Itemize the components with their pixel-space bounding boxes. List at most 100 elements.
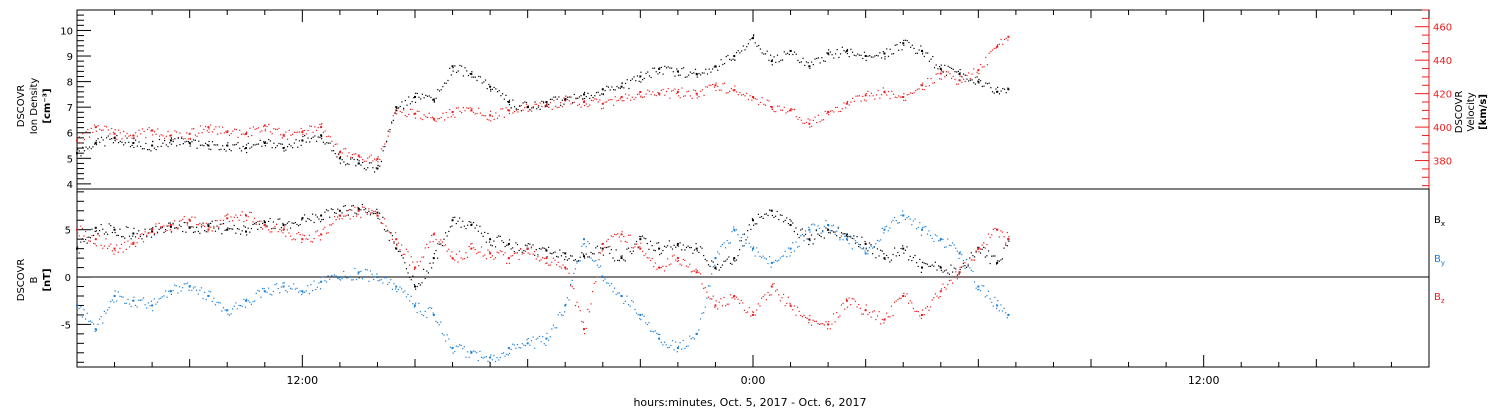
- by-trace: [289, 287, 292, 289]
- bz-trace: [191, 216, 193, 218]
- by-trace: [771, 262, 773, 264]
- bz-trace: [925, 307, 927, 309]
- velocity-trace: [838, 110, 840, 113]
- velocity-trace: [764, 104, 767, 106]
- bx-trace: [243, 225, 245, 227]
- bz-trace: [911, 302, 913, 304]
- velocity-trace: [903, 93, 905, 95]
- bx-trace: [263, 220, 265, 222]
- bx-trace: [773, 216, 775, 219]
- density-trace: [254, 144, 256, 146]
- bz-trace: [305, 238, 307, 240]
- velocity-trace: [237, 136, 239, 139]
- velocity-trace: [614, 96, 616, 98]
- velocity-trace: [655, 95, 657, 97]
- velocity-trace: [251, 134, 253, 137]
- bz-trace: [898, 297, 901, 299]
- bx-trace: [88, 236, 90, 238]
- by-point: [902, 214, 905, 217]
- bz-trace: [922, 309, 924, 311]
- bz-trace: [665, 265, 667, 268]
- bx-trace: [280, 227, 282, 229]
- by-trace: [213, 297, 215, 299]
- velocity-point: [939, 72, 942, 75]
- bx-trace: [987, 250, 990, 252]
- by-trace: [574, 268, 577, 270]
- density-trace: [959, 68, 961, 71]
- bx-trace: [1006, 245, 1008, 247]
- bz-trace: [546, 262, 548, 264]
- bx-trace: [122, 236, 124, 238]
- density-trace: [215, 144, 217, 146]
- bx-trace: [818, 234, 821, 237]
- bz-trace: [916, 310, 918, 312]
- velocity-trace: [997, 44, 999, 46]
- bx-trace: [781, 214, 783, 216]
- velocity-trace: [563, 97, 565, 99]
- by-trace: [520, 347, 522, 349]
- velocity-trace: [752, 97, 755, 99]
- by-trace: [774, 259, 777, 262]
- by-trace: [859, 247, 861, 249]
- bx-trace: [305, 220, 307, 222]
- bx-trace: [504, 245, 506, 248]
- density-trace: [194, 139, 196, 141]
- bz-trace: [337, 216, 339, 218]
- velocity-trace: [718, 89, 721, 91]
- by-trace: [992, 305, 994, 307]
- density-trace: [807, 62, 809, 64]
- bz-trace: [902, 295, 904, 297]
- by-trace: [371, 273, 373, 275]
- density-trace: [653, 67, 656, 69]
- bz-trace: [338, 218, 340, 220]
- velocity-trace: [711, 83, 714, 86]
- bz-trace: [390, 232, 392, 235]
- bz-trace: [997, 229, 999, 231]
- by-trace: [183, 283, 185, 285]
- bz-trace: [737, 298, 739, 300]
- bx-trace: [332, 208, 334, 211]
- velocity-trace: [199, 125, 202, 127]
- bz-trace: [912, 307, 915, 310]
- density-trace: [527, 106, 529, 108]
- bz-trace: [81, 227, 83, 230]
- bz-trace: [177, 228, 179, 230]
- density-trace: [455, 71, 458, 73]
- velocity-point: [263, 124, 266, 127]
- bz-trace: [795, 314, 797, 316]
- bx-point: [245, 230, 247, 233]
- bz-trace: [657, 267, 660, 269]
- bz-trace: [235, 214, 237, 216]
- velocity-trace: [636, 93, 639, 96]
- bz-trace: [117, 251, 119, 253]
- by-trace: [250, 303, 252, 305]
- bz-trace: [534, 251, 536, 253]
- velocity-trace: [261, 130, 263, 132]
- density-trace: [104, 145, 106, 147]
- velocity-trace: [802, 122, 804, 124]
- by-trace: [532, 336, 534, 338]
- density-trace: [225, 150, 227, 152]
- velocity-trace: [165, 135, 167, 137]
- bx-trace: [537, 254, 539, 256]
- velocity-trace: [630, 99, 632, 101]
- velocity-trace: [327, 135, 330, 137]
- by-trace: [188, 289, 190, 291]
- bz-trace: [753, 311, 755, 313]
- bx-trace: [479, 225, 481, 227]
- bx-trace: [267, 220, 270, 223]
- density-trace: [775, 61, 777, 63]
- velocity-trace: [950, 77, 953, 80]
- density-trace: [117, 142, 120, 144]
- bz-trace: [856, 306, 858, 308]
- velocity-point: [545, 104, 548, 107]
- density-trace: [781, 59, 784, 61]
- bz-trace: [158, 222, 160, 224]
- bx-trace: [1000, 259, 1002, 261]
- velocity-trace: [865, 100, 867, 102]
- bz-trace: [152, 228, 154, 230]
- density-trace: [766, 50, 768, 52]
- bz-trace: [815, 320, 817, 322]
- by-trace: [592, 259, 594, 261]
- by-trace: [604, 278, 606, 280]
